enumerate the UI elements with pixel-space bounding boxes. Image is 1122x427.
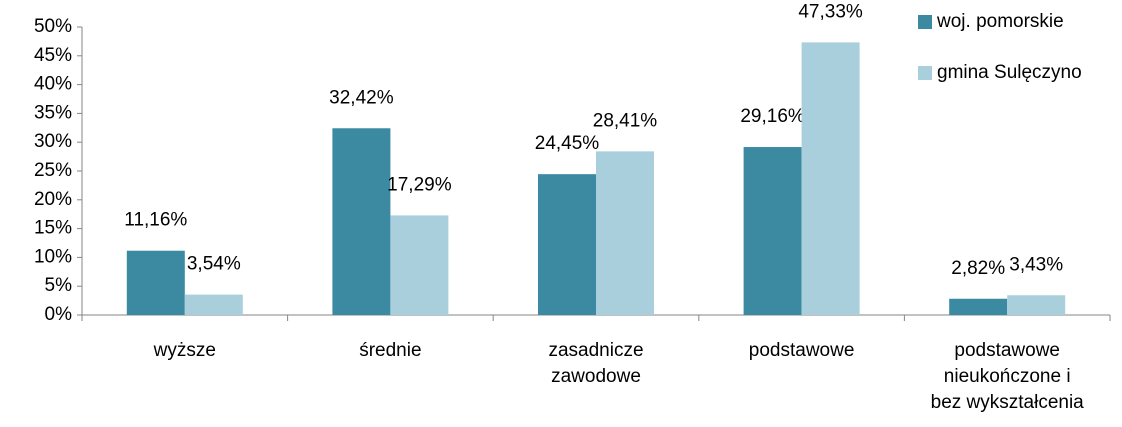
- y-tick-label: 30%: [34, 131, 72, 152]
- data-label: 17,29%: [387, 174, 452, 195]
- y-tick-label: 0%: [45, 304, 73, 325]
- x-tick-label: podstawowe: [748, 340, 855, 361]
- bar: [1007, 295, 1066, 315]
- x-tick-label: średnie: [359, 340, 422, 361]
- bar: [184, 294, 243, 315]
- bar: [743, 147, 802, 315]
- y-tick-label: 35%: [34, 102, 72, 123]
- data-label: 11,16%: [124, 210, 187, 231]
- x-tick-label: wyższe: [153, 340, 216, 361]
- data-label: 3,43%: [1009, 254, 1063, 275]
- legend-swatch: [918, 15, 932, 29]
- bar: [949, 298, 1008, 315]
- bar: [390, 215, 449, 315]
- y-tick-label: 40%: [34, 74, 72, 95]
- y-tick-label: 5%: [45, 275, 73, 296]
- data-label: 24,45%: [535, 133, 600, 154]
- y-tick-label: 50%: [34, 16, 72, 37]
- legend-swatch: [918, 66, 932, 80]
- data-label: 3,54%: [187, 254, 241, 275]
- bar: [596, 151, 654, 315]
- y-tick-label: 25%: [34, 160, 72, 181]
- y-tick-label: 45%: [34, 45, 72, 66]
- data-label: 29,16%: [740, 106, 805, 127]
- bar: [538, 174, 596, 315]
- bar: [801, 42, 860, 315]
- y-tick-label: 10%: [34, 246, 72, 267]
- data-label: 2,82%: [951, 258, 1005, 279]
- y-tick-label: 15%: [34, 218, 72, 239]
- legend-label: gmina Sulęczyno: [937, 62, 1082, 83]
- x-tick-label: zasadnicze zawodowe: [548, 340, 644, 387]
- data-label: 32,42%: [329, 87, 394, 108]
- legend-label: woj. pomorskie: [936, 11, 1064, 32]
- bar: [332, 128, 391, 315]
- y-tick-label: 20%: [34, 189, 72, 210]
- data-label: 47,33%: [798, 1, 863, 22]
- x-tick-label: podstawowe nieukończone i bez wykształce…: [930, 340, 1084, 413]
- data-label: 28,41%: [593, 110, 658, 131]
- bar: [126, 250, 185, 315]
